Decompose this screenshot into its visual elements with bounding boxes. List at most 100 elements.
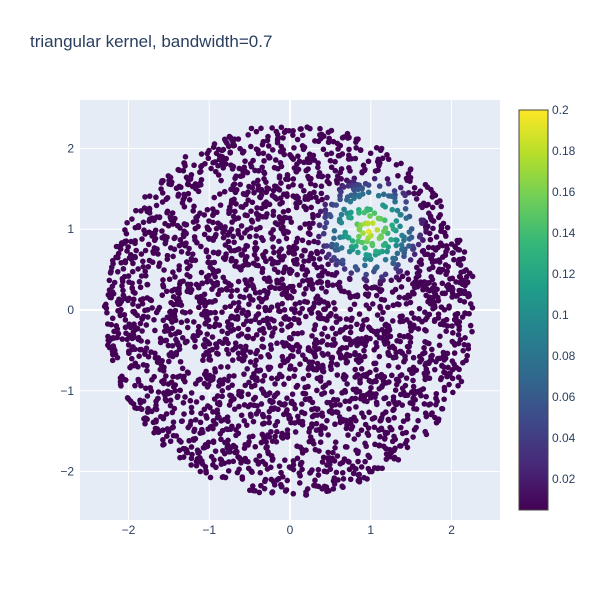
data-point	[246, 233, 253, 240]
data-point	[450, 389, 456, 396]
data-point	[348, 270, 355, 276]
data-point	[206, 218, 212, 224]
data-point	[207, 278, 214, 284]
data-point	[260, 237, 266, 244]
data-point	[201, 406, 208, 413]
data-point	[188, 171, 195, 178]
data-point	[404, 416, 411, 422]
data-point	[415, 241, 422, 248]
data-point	[437, 240, 444, 246]
data-point	[210, 249, 217, 256]
data-point	[321, 268, 328, 274]
data-point	[272, 325, 278, 332]
data-point	[371, 424, 378, 431]
data-point	[417, 188, 424, 194]
data-point	[236, 165, 243, 172]
data-point	[159, 199, 166, 205]
data-point	[415, 316, 422, 322]
data-point	[315, 160, 321, 166]
data-point	[177, 387, 184, 394]
data-point	[170, 424, 176, 431]
data-point	[167, 438, 174, 445]
data-point	[464, 352, 471, 359]
data-point	[183, 230, 189, 237]
data-point	[300, 278, 306, 284]
data-point	[347, 306, 354, 313]
data-point	[276, 253, 283, 259]
data-point	[210, 439, 217, 446]
data-point	[284, 395, 290, 402]
data-point	[427, 357, 434, 364]
data-point	[259, 164, 266, 171]
data-point	[341, 456, 348, 462]
data-point	[449, 250, 456, 256]
data-point	[469, 328, 475, 335]
data-point	[339, 469, 346, 476]
data-point	[443, 248, 449, 255]
data-point	[368, 378, 374, 385]
data-point	[320, 146, 327, 153]
data-point	[242, 441, 248, 448]
data-point	[397, 212, 404, 218]
data-point	[124, 395, 131, 401]
data-point	[188, 255, 195, 262]
data-point	[150, 230, 156, 237]
data-point	[357, 147, 364, 154]
data-point	[227, 426, 234, 433]
data-point	[240, 307, 246, 314]
data-point	[214, 350, 220, 357]
data-point	[246, 301, 252, 308]
data-point	[193, 214, 199, 221]
data-point	[182, 378, 188, 385]
data-point	[284, 477, 291, 484]
data-point	[469, 273, 476, 280]
data-point	[403, 301, 410, 307]
data-point	[174, 222, 181, 229]
data-point	[411, 284, 418, 291]
data-points	[101, 124, 476, 498]
data-point	[155, 251, 161, 257]
data-point	[204, 206, 211, 213]
data-point	[389, 222, 395, 229]
data-point	[309, 467, 315, 473]
data-point	[250, 418, 257, 425]
data-point	[222, 278, 229, 285]
data-point	[317, 125, 323, 132]
data-point	[170, 253, 176, 260]
data-point	[301, 187, 307, 194]
data-point	[184, 272, 190, 278]
data-point	[200, 357, 206, 364]
data-point	[136, 278, 143, 285]
data-point	[351, 414, 357, 421]
data-point	[461, 249, 468, 255]
data-point	[369, 220, 376, 226]
data-point	[420, 386, 427, 392]
data-point	[268, 316, 274, 323]
data-point	[328, 360, 335, 366]
data-point	[358, 393, 365, 399]
data-point	[352, 264, 359, 270]
data-point	[327, 213, 334, 220]
data-point	[222, 336, 229, 343]
data-point	[390, 255, 396, 262]
data-point	[380, 309, 386, 316]
data-point	[456, 287, 462, 294]
data-point	[187, 397, 194, 404]
data-point	[291, 288, 297, 295]
data-point	[435, 297, 442, 304]
data-point	[114, 326, 121, 332]
data-point	[398, 242, 405, 248]
data-point	[451, 256, 457, 263]
data-point	[277, 362, 284, 369]
data-point	[204, 331, 211, 337]
data-point	[218, 418, 225, 424]
data-point	[237, 343, 244, 350]
data-point	[288, 294, 295, 301]
data-point	[460, 359, 466, 366]
data-point	[122, 227, 128, 233]
data-point	[208, 259, 215, 266]
data-point	[310, 441, 317, 447]
data-point	[325, 282, 331, 289]
data-point	[441, 357, 448, 363]
